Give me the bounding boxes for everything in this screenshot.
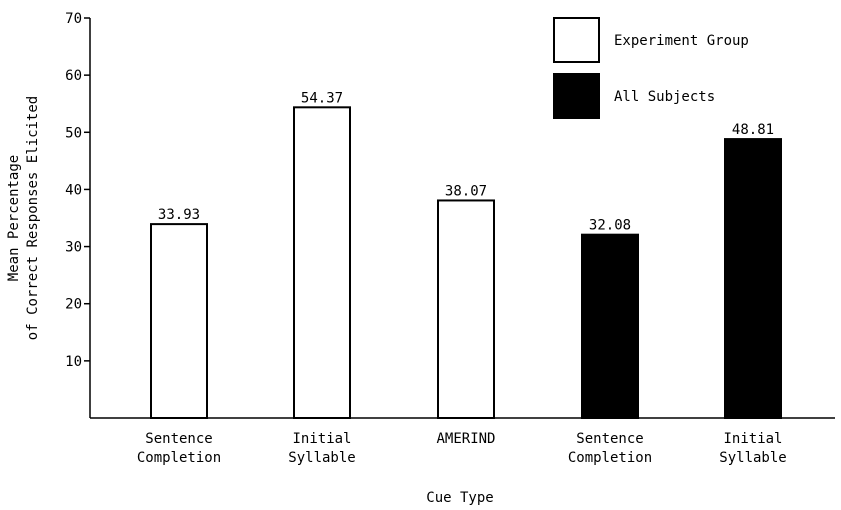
legend: Experiment Group All Subjects — [553, 17, 749, 119]
bar-value-label: 48.81 — [732, 122, 774, 138]
legend-label: Experiment Group — [614, 33, 749, 49]
y-tick-label: 20 — [65, 297, 82, 313]
category-label: Initial — [292, 431, 351, 447]
category-label: Sentence — [145, 431, 212, 447]
category-label: Sentence — [576, 431, 643, 447]
bar-value-label: 32.08 — [589, 218, 631, 234]
y-tick-label: 40 — [65, 182, 82, 198]
legend-label: All Subjects — [614, 89, 715, 105]
legend-swatch-all-subjects — [553, 73, 600, 119]
category-label: Syllable — [719, 450, 786, 466]
bar-experiment-group-2 — [293, 106, 351, 419]
legend-swatch-experiment-group — [553, 17, 600, 63]
y-axis: 10 20 30 40 50 60 70 — [65, 11, 91, 418]
category-label: AMERIND — [436, 431, 495, 447]
y-tick-label: 70 — [65, 11, 82, 27]
y-axis-title: of Correct Responses Elicited — [25, 96, 41, 340]
category-label: Completion — [568, 450, 652, 466]
bar-value-label: 38.07 — [445, 183, 487, 199]
axis-titles: Cue Type Mean Percentage of Correct Respon… — [6, 96, 494, 506]
category-label: Completion — [137, 450, 221, 466]
bar-experiment-group-3 — [437, 199, 495, 419]
bar-value-label: 54.37 — [301, 90, 343, 106]
y-tick-label: 10 — [65, 354, 82, 370]
bar-all-subjects-2 — [724, 138, 782, 419]
y-tick-label: 60 — [65, 68, 82, 84]
x-axis-title: Cue Type — [426, 490, 493, 506]
bar-all-subjects-1 — [581, 233, 639, 419]
y-tick-label: 30 — [65, 240, 82, 256]
bars: 33.93 Sentence Completion 54.37 Initial Sylla… — [137, 90, 787, 466]
category-label: Initial — [723, 431, 782, 447]
category-label: Syllable — [288, 450, 355, 466]
y-tick-label: 50 — [65, 125, 82, 141]
bar-value-label: 33.93 — [158, 207, 200, 223]
y-axis-title: Mean Percentage — [6, 155, 22, 281]
bar-experiment-group-1 — [150, 223, 208, 419]
